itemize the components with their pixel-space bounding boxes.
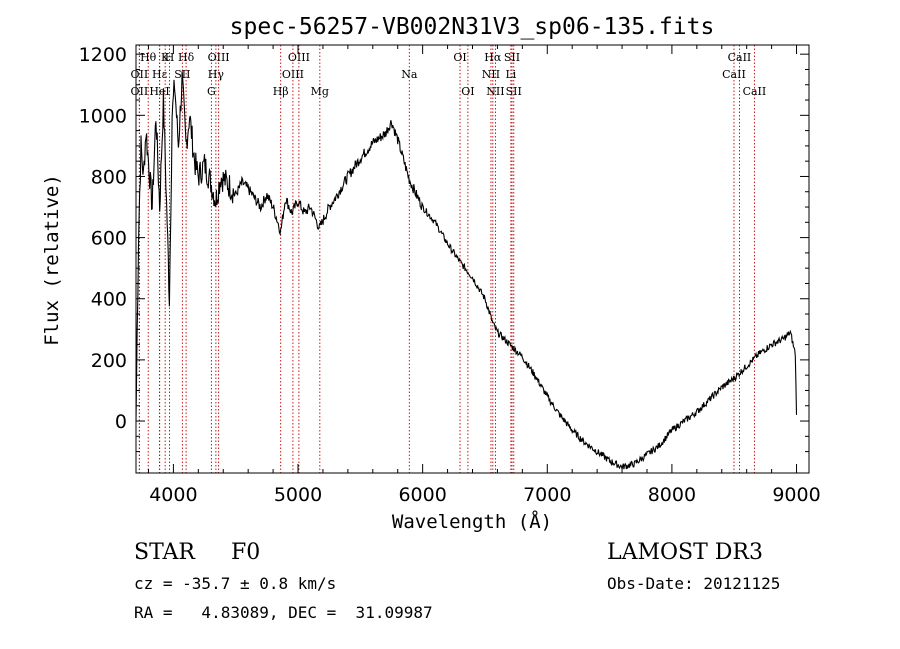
- spectral-line-markers: [138, 45, 755, 473]
- line-label-6: Hε: [152, 68, 168, 81]
- y-tick-label-3: 600: [91, 228, 127, 250]
- spectrum-series-line: [135, 71, 798, 470]
- chart-title: spec-56257-VB002N31V3_sp06-135.fits: [230, 14, 715, 40]
- y-axis-title: Flux (relative): [41, 174, 63, 346]
- y-tick-label-4: 800: [91, 166, 127, 188]
- spectral-line-labels: Hθ OII OII KH Hδ Hε SII HeI Hγ OIII G Hβ OIII OIII Mg N…: [131, 51, 767, 98]
- line-label-5: Hδ: [178, 51, 195, 64]
- y-tick-label-5: 1000: [79, 105, 127, 127]
- object-class: STAR: [134, 540, 195, 565]
- line-label-13: OIII: [288, 51, 310, 64]
- x-tick-label-0: 4000: [149, 484, 197, 506]
- line-label-18: OI: [461, 85, 474, 98]
- object-class-label: STAR F0: [134, 540, 260, 565]
- line-label-11: G: [207, 85, 216, 98]
- line-label-21: NII: [482, 68, 500, 81]
- line-label-0: Hθ: [140, 51, 157, 64]
- x-axis-ticks: 4000 5000 6000 7000 8000 9000: [147, 45, 821, 506]
- y-axis-ticks: 0 200 400 600 800 1000 1200: [79, 44, 809, 453]
- y-tick-label-6: 1200: [79, 44, 127, 66]
- line-label-20: SII: [504, 51, 520, 64]
- x-axis-title: Wavelength (Å): [392, 510, 552, 533]
- line-label-25: CaII: [728, 51, 752, 64]
- line-label-3: K: [161, 51, 170, 64]
- x-tick-label-5: 9000: [772, 484, 820, 506]
- x-tick-label-2: 6000: [398, 484, 446, 506]
- line-label-9: Hγ: [208, 68, 225, 81]
- plot-frame: [135, 44, 810, 474]
- y-tick-label-1: 200: [91, 350, 127, 372]
- line-label-23: NII: [486, 85, 504, 98]
- survey-label: LAMOST DR3: [607, 540, 763, 565]
- line-label-24: SII: [506, 85, 522, 98]
- line-label-26: CaII: [722, 68, 746, 81]
- line-label-15: Mg: [311, 85, 329, 98]
- line-label-16: Na: [401, 68, 418, 81]
- line-label-22: Li: [505, 68, 516, 81]
- subclass: F0: [231, 540, 261, 565]
- line-label-4: H: [165, 51, 175, 64]
- obs-date-text: Obs-Date: 20121125: [607, 574, 781, 593]
- coords-text: RA = 4.83089, DEC = 31.09987: [134, 603, 433, 622]
- line-label-17: OI: [453, 51, 466, 64]
- line-label-14: OIII: [282, 68, 304, 81]
- x-tick-label-3: 7000: [523, 484, 571, 506]
- x-tick-label-1: 5000: [274, 484, 322, 506]
- line-label-27: CaII: [743, 85, 767, 98]
- line-label-19: Hα: [484, 51, 502, 64]
- line-label-10: OIII: [208, 51, 230, 64]
- y-tick-label-0: 0: [115, 411, 127, 433]
- redshift-text: cz = -35.7 ± 0.8 km/s: [134, 574, 337, 593]
- y-tick-label-2: 400: [91, 289, 127, 311]
- line-label-2: OII: [131, 85, 149, 98]
- line-label-8: HeI: [149, 85, 169, 98]
- line-label-1: OII: [131, 68, 149, 81]
- line-label-12: Hβ: [273, 85, 289, 98]
- x-tick-label-4: 8000: [648, 484, 696, 506]
